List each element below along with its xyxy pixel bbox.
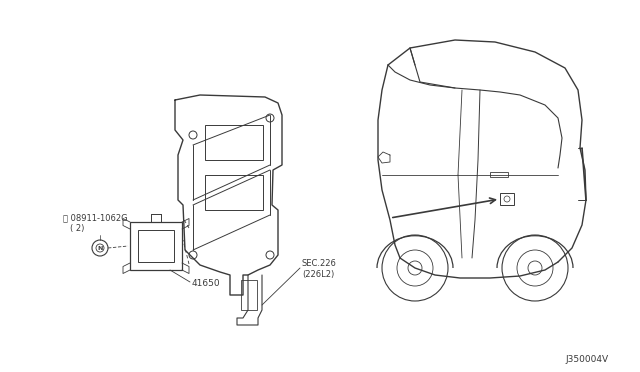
Bar [130,222,182,270]
Text: SEC.226: SEC.226 [302,260,337,269]
Bar [241,280,257,310]
Bar [500,193,514,205]
Text: ( 2): ( 2) [70,224,84,232]
Bar [205,175,263,210]
Circle shape [528,261,542,275]
Bar [205,125,263,160]
Bar [490,172,508,177]
Text: (226L2): (226L2) [302,269,334,279]
Circle shape [408,261,422,275]
Text: N: N [97,246,102,250]
Text: J350004V: J350004V [565,356,608,365]
Text: 41650: 41650 [192,279,221,288]
Bar [138,230,174,262]
Text: Ⓝ 08911-1062G: Ⓝ 08911-1062G [63,214,127,222]
